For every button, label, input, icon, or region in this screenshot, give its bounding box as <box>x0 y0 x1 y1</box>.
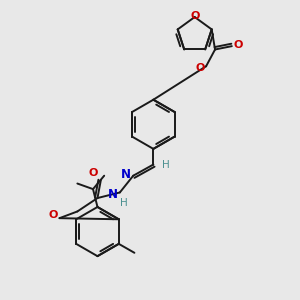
Text: O: O <box>234 40 243 50</box>
Text: O: O <box>196 64 205 74</box>
Text: N: N <box>108 188 118 201</box>
Text: N: N <box>120 168 130 181</box>
Text: O: O <box>190 11 200 21</box>
Text: O: O <box>48 210 58 220</box>
Text: H: H <box>162 160 170 170</box>
Text: H: H <box>120 197 128 208</box>
Text: O: O <box>88 169 98 178</box>
